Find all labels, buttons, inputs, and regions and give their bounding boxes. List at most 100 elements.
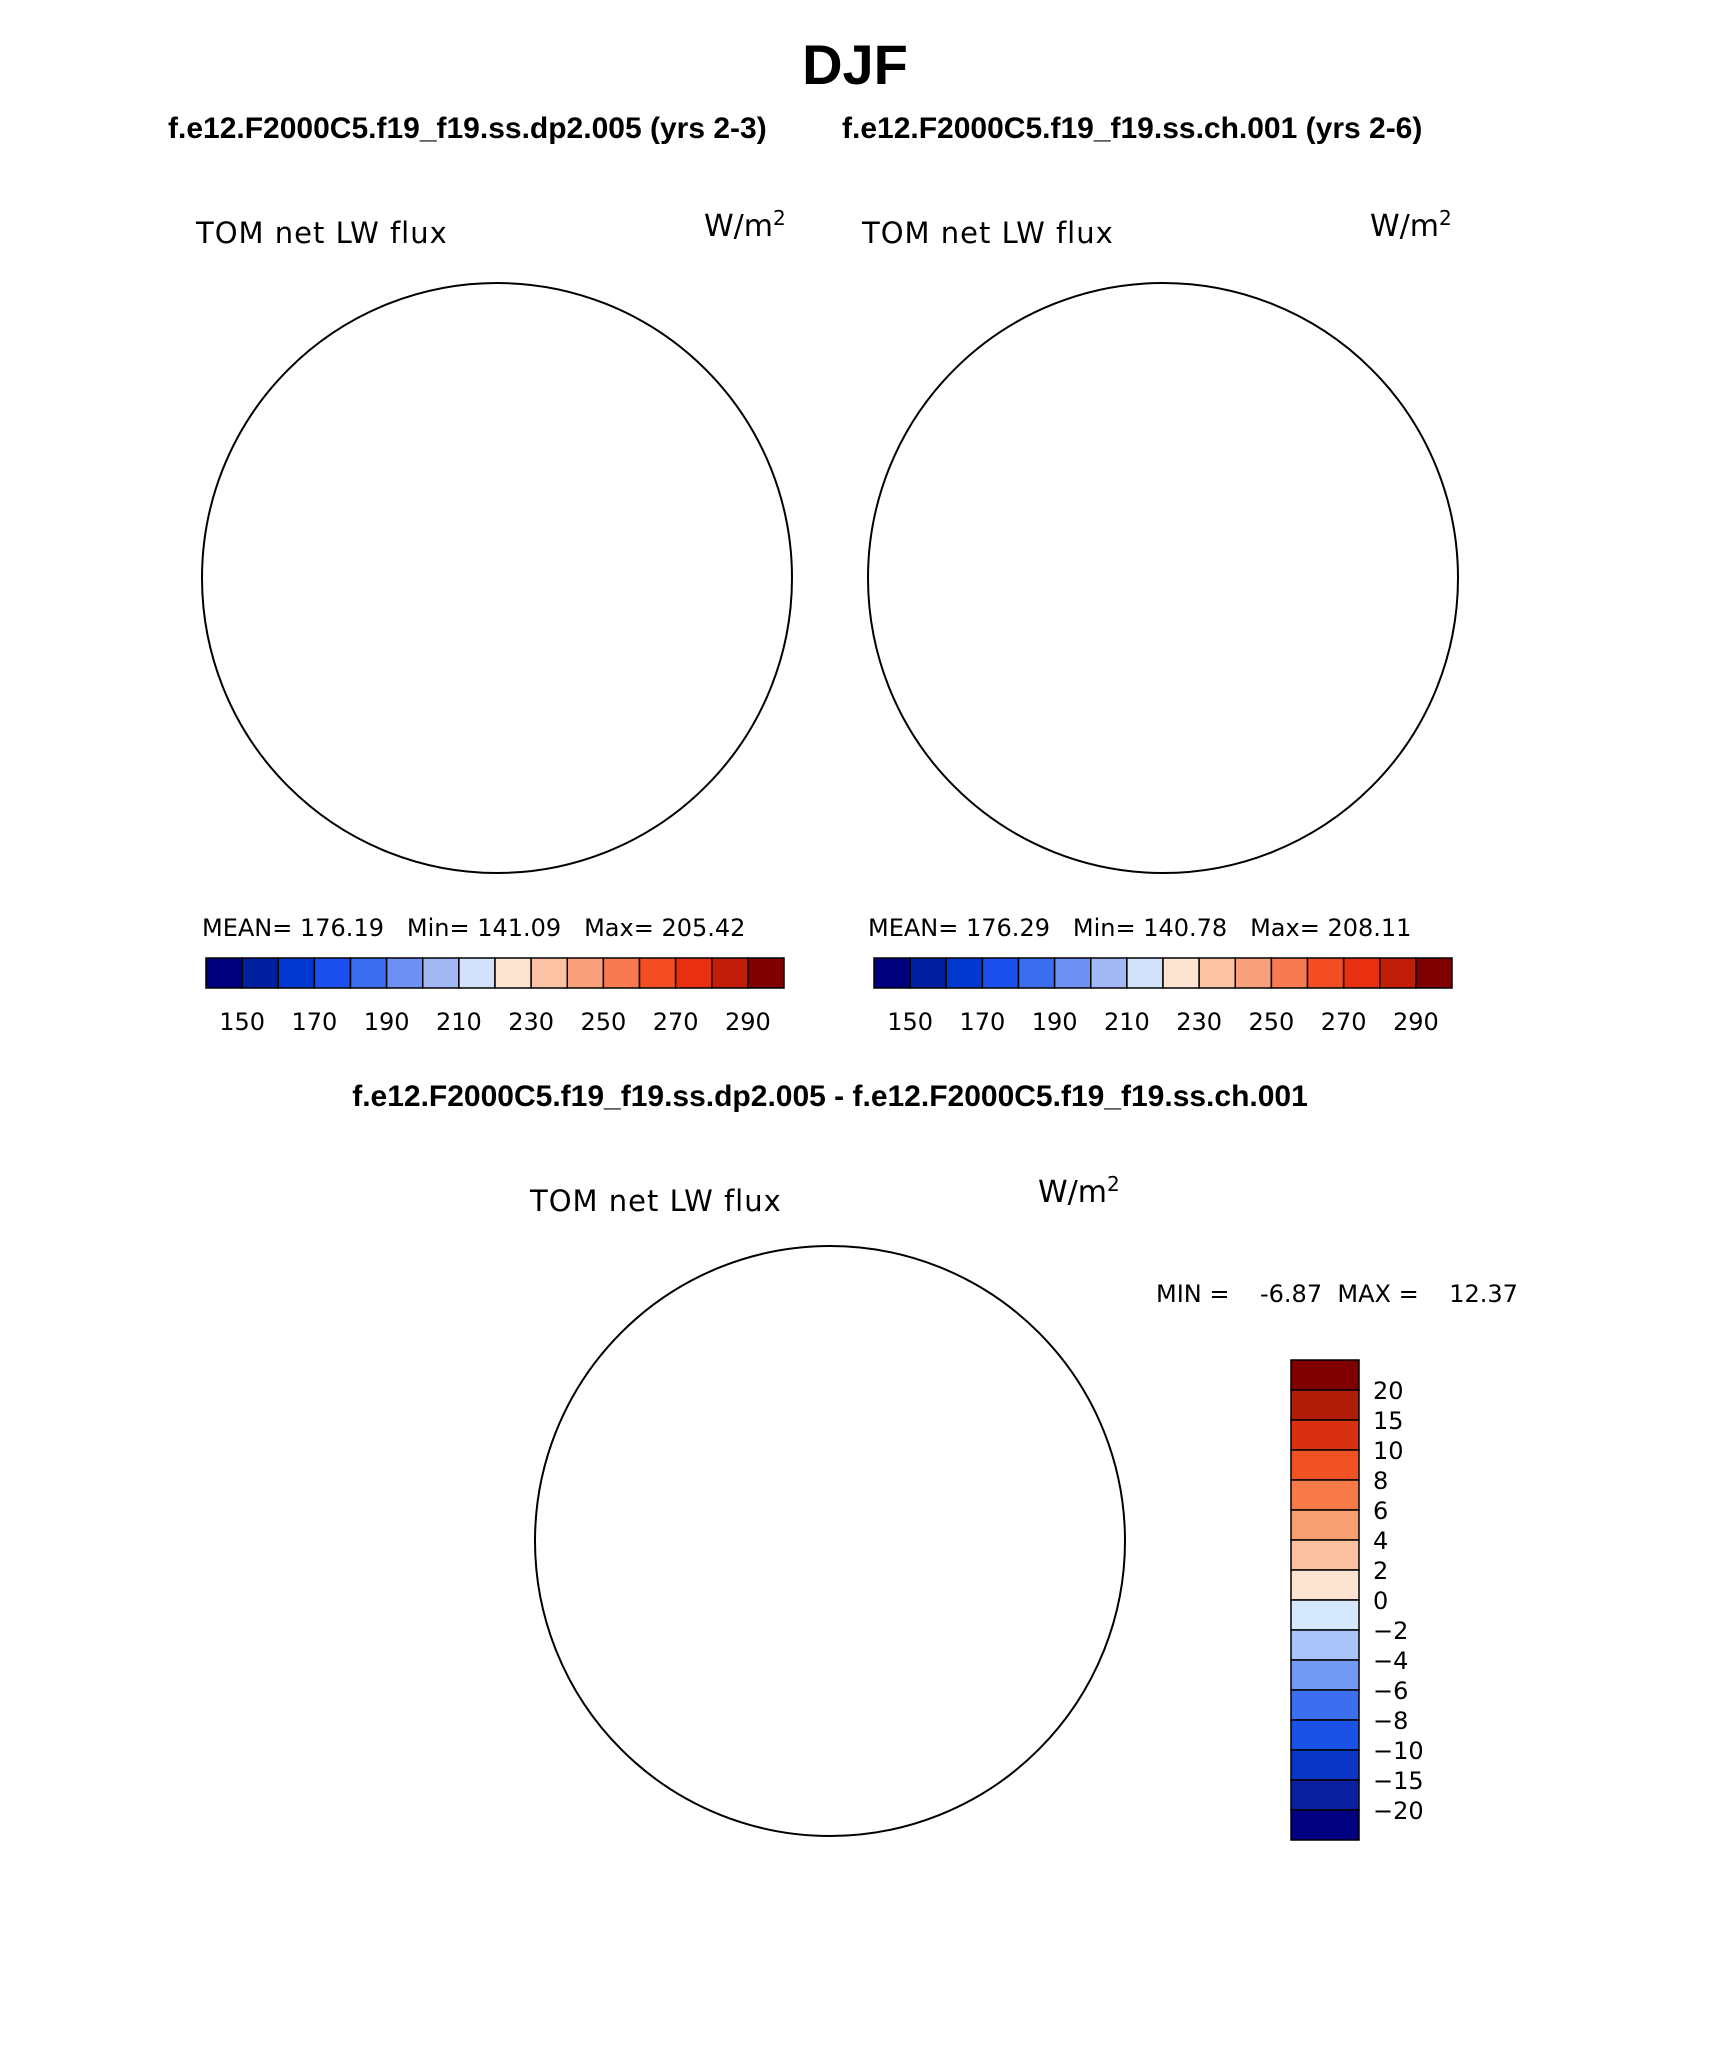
diff-colorbar-bin-10 [1290, 1659, 1360, 1691]
right-field-hudson [903, 638, 1163, 768]
left-colorbar-tick-2: 190 [364, 1008, 410, 1036]
diff-field-arctic-warm [670, 1441, 970, 1631]
right-colorbar-tick-7: 290 [1393, 1008, 1439, 1036]
left-colorbar-tick-0: 150 [219, 1008, 265, 1036]
right-colorbar-bin-6 [1090, 957, 1128, 989]
right-variable-label: TOM net LW flux [862, 216, 1114, 250]
right-colorbar-tick-6: 270 [1321, 1008, 1367, 1036]
diff-max-value: 12.37 [1449, 1280, 1518, 1308]
right-field-arctic-mid [883, 318, 1423, 718]
diff-colorbar-tick-11: −8 [1373, 1707, 1408, 1735]
right-colorbar-bin-11 [1270, 957, 1309, 989]
left-colorbar-tick-5: 250 [580, 1008, 626, 1036]
left-max-value: 205.42 [661, 914, 746, 942]
left-colorbar-bin-1 [241, 957, 279, 989]
left-map-background [699, 861, 797, 878]
right-colorbar-bin-3 [981, 957, 1020, 989]
left-coastlines [197, 278, 737, 878]
diff-colorbar-tick-14: −20 [1373, 1797, 1424, 1825]
diff-field-pacific-cool [1030, 1401, 1130, 1501]
diff-colorbar-tick-1: 15 [1373, 1407, 1404, 1435]
left-panel-title: f.e12.F2000C5.f19_f19.ss.dp2.005 (yrs 2-… [168, 112, 767, 145]
right-panel-title: f.e12.F2000C5.f19_f19.ss.ch.001 (yrs 2-6… [842, 112, 1423, 145]
diff-colorbar-tick-3: 8 [1373, 1467, 1388, 1495]
right-max-value: 208.11 [1327, 914, 1412, 942]
right-field-arctic-dark [933, 418, 1393, 668]
diff-colorbar-bin-5 [1290, 1509, 1360, 1541]
right-colorbar-bin-14 [1379, 957, 1417, 989]
left-field-pacific-light [197, 278, 407, 438]
diff-colorbar-tick-8: −2 [1373, 1617, 1408, 1645]
left-field-arctic-dark [267, 418, 727, 668]
diff-coastlines [530, 1241, 1070, 1841]
diff-colorbar-bin-7 [1290, 1569, 1360, 1601]
diff-colorbar-bin-1 [1290, 1389, 1360, 1421]
right-colorbar-tick-4: 230 [1176, 1008, 1222, 1036]
right-colorbar-bin-8 [1162, 957, 1200, 989]
right-field-westcoast [863, 728, 1043, 878]
right-mean-value: 176.29 [966, 914, 1050, 942]
left-colorbar-bin-7 [458, 957, 496, 989]
diff-field-ural-warm [950, 1501, 1130, 1601]
right-stats: MEAN= 176.29 Min= 140.78 Max= 208.11 [868, 914, 1411, 942]
left-field-bering [347, 278, 417, 348]
page-title: DJF [802, 33, 908, 96]
right-colorbar-tick-2: 190 [1032, 1008, 1078, 1036]
diff-colorbar-bin-9 [1290, 1629, 1360, 1661]
right-colorbar-bin-7 [1126, 957, 1164, 989]
right-colorbar-tick-1: 170 [959, 1008, 1005, 1036]
right-map-border [867, 282, 1459, 874]
diff-field-ural-core [1050, 1521, 1110, 1581]
left-mean-label: MEAN= [202, 914, 293, 942]
left-mean-value: 176.19 [300, 914, 384, 942]
left-colorbar-bin-5 [385, 957, 424, 989]
diff-colorbar-bin-15 [1290, 1809, 1360, 1841]
diff-colorbar-bin-6 [1290, 1539, 1360, 1571]
left-colorbar-bin-12 [638, 957, 677, 989]
left-min-label: Min= [406, 914, 470, 942]
right-colorbar-bin-2 [945, 957, 984, 989]
left-colorbar: 150 170 190 210 230 250 270 290 [205, 957, 785, 1036]
right-coastlines [863, 278, 1403, 878]
diff-map-border [534, 1245, 1126, 1837]
left-colorbar-bin-15 [747, 957, 785, 989]
left-field-hudson [237, 638, 497, 768]
diff-colorbar-tick-5: 4 [1373, 1527, 1388, 1555]
diff-field-siberia-cool [890, 1321, 1040, 1401]
right-units-label: W/m2 [1370, 206, 1452, 244]
left-colorbar-bin-11 [602, 957, 641, 989]
left-colorbar-bin-9 [530, 957, 568, 989]
diff-field-bering-cool [770, 1261, 870, 1331]
diff-colorbar-bin-11 [1290, 1689, 1360, 1721]
right-mean-label: MEAN= [868, 914, 959, 942]
left-colorbar-bin-0 [205, 957, 243, 989]
diff-colorbar-bin-14 [1290, 1779, 1360, 1811]
left-field-greenland [377, 638, 587, 808]
right-colorbar-bin-15 [1415, 957, 1453, 989]
left-max-label: Max= [584, 914, 654, 942]
right-colorbar-bin-5 [1053, 957, 1092, 989]
diff-colorbar-bin-8 [1290, 1599, 1360, 1631]
diff-colorbar-bin-12 [1290, 1719, 1360, 1751]
right-colorbar-tick-5: 250 [1248, 1008, 1294, 1036]
diff-colorbar-tick-9: −4 [1373, 1647, 1408, 1675]
diff-colorbar-bin-0 [1290, 1359, 1360, 1391]
left-units-label: W/m2 [704, 206, 786, 244]
right-map [863, 278, 1463, 878]
right-colorbar: 150 170 190 210 230 250 270 290 [873, 957, 1453, 1036]
diff-colorbar-tick-7: 0 [1373, 1587, 1388, 1615]
diff-colorbar-tick-2: 10 [1373, 1437, 1404, 1465]
left-field-westcoast [197, 728, 377, 878]
left-colorbar-bin-3 [313, 957, 352, 989]
left-colorbar-bin-8 [494, 957, 532, 989]
diff-min-value: -6.87 [1260, 1280, 1323, 1308]
diff-colorbar-bin-13 [1290, 1749, 1360, 1781]
right-field-pacific-light [863, 278, 1073, 438]
left-map-border [201, 282, 793, 874]
left-colorbar-tick-7: 290 [725, 1008, 771, 1036]
right-colorbar-bin-4 [1017, 957, 1056, 989]
diff-colorbar-tick-12: −10 [1373, 1737, 1424, 1765]
left-colorbar-tick-3: 210 [436, 1008, 482, 1036]
right-colorbar-tick-3: 210 [1104, 1008, 1150, 1036]
